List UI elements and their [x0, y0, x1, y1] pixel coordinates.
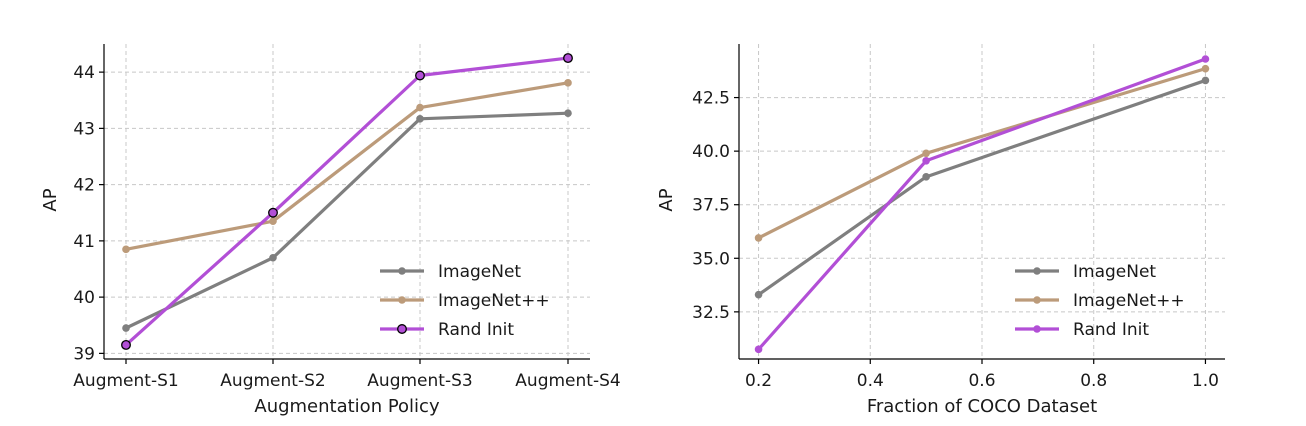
- left-x-tick-label: Augment-S4: [515, 371, 620, 391]
- left-data-point: [268, 207, 278, 218]
- right-x-tick-label: 1.0: [1192, 371, 1219, 391]
- left-y-tick-label: 41: [73, 232, 95, 252]
- left-grid: [104, 44, 590, 359]
- left-data-point: [269, 217, 277, 225]
- left-data-point: [563, 53, 573, 64]
- right-y-tick-label: 37.5: [692, 196, 730, 216]
- left-x-axis-label: Augmentation Policy: [254, 396, 440, 417]
- right-y-tick-label: 40.0: [692, 142, 730, 162]
- left-y-tick-label: 39: [73, 344, 95, 364]
- left-legend-label: ImageNet: [438, 262, 521, 282]
- right-x-axis-label: Fraction of COCO Dataset: [867, 396, 1097, 417]
- right-data-point: [922, 156, 930, 165]
- left-data-point: [122, 245, 130, 254]
- right-data-point: [754, 345, 763, 354]
- left-data-point: [416, 103, 424, 112]
- right-data-point: [922, 173, 930, 181]
- right-y-tick-label: 32.5: [692, 303, 730, 323]
- left-y-axis-label: AP: [40, 188, 61, 211]
- right-x-tick-label: 0.2: [745, 371, 772, 391]
- left-series-lines: [121, 53, 573, 350]
- left-y-tick-label: 43: [73, 119, 95, 139]
- right-legend-marker: [1033, 296, 1041, 304]
- right-chart: 32.5 35.0 37.5 40.0 42.5 0.2 0.4 0.6 0.8 1.0 Frac…: [656, 44, 1225, 417]
- left-legend-marker: [398, 267, 406, 275]
- left-legend-label: ImageNet++: [438, 291, 550, 311]
- right-x-tick-label: 0.8: [1080, 371, 1107, 391]
- right-legend-marker: [1033, 267, 1041, 275]
- right-legend-marker: [1033, 325, 1041, 333]
- left-data-point: [415, 70, 425, 81]
- right-x-tick-label: 0.4: [857, 371, 884, 391]
- left-legend-marker: [397, 324, 407, 334]
- left-y-tick-label: 42: [73, 176, 95, 196]
- left-legend: ImageNet ImageNet++ Rand Init: [380, 262, 550, 340]
- left-data-point: [564, 79, 572, 87]
- left-x-tick-label: Augment-S2: [220, 371, 325, 391]
- left-data-point: [269, 253, 277, 262]
- right-series-lines: [754, 55, 1210, 354]
- right-data-point: [754, 290, 763, 299]
- left-x-tick-label: Augment-S3: [367, 371, 472, 391]
- left-series-line-rand-init: [124, 56, 569, 347]
- right-data-point: [1201, 76, 1210, 85]
- left-data-point: [564, 109, 572, 117]
- right-legend-label: Rand Init: [1073, 320, 1149, 340]
- left-y-tick-label: 44: [73, 63, 95, 83]
- right-grid: [739, 44, 1225, 359]
- left-chart: 39 40 41 42 43 44 Augment-S1 Augment-S2 Augment-…: [40, 44, 621, 417]
- left-data-point: [416, 115, 424, 123]
- right-legend: ImageNet ImageNet++ Rand Init: [1015, 262, 1185, 340]
- left-data-point: [121, 339, 131, 350]
- right-data-point: [922, 149, 930, 158]
- left-x-tick-label: Augment-S1: [73, 371, 178, 391]
- left-series-line-imagenet: [125, 111, 569, 330]
- right-axes: 32.5 35.0 37.5 40.0 42.5 0.2 0.4 0.6 0.8 1.0: [692, 44, 1225, 391]
- right-data-point: [1201, 64, 1210, 73]
- left-axes: 39 40 41 42 43 44 Augment-S1 Augment-S2 Augment-…: [73, 44, 621, 391]
- left-y-tick-label: 40: [73, 288, 95, 308]
- right-x-tick-label: 0.6: [968, 371, 995, 391]
- left-data-point: [122, 324, 130, 332]
- left-legend-marker: [398, 296, 406, 304]
- right-y-tick-label: 35.0: [692, 249, 730, 269]
- right-y-tick-label: 42.5: [692, 89, 730, 109]
- left-series-line-imagenetplusplus: [125, 81, 569, 251]
- right-legend-label: ImageNet++: [1073, 291, 1185, 311]
- left-legend-label: Rand Init: [438, 320, 514, 340]
- right-y-axis-label: AP: [656, 188, 677, 211]
- right-data-point: [754, 234, 763, 242]
- right-legend-label: ImageNet: [1073, 262, 1156, 282]
- right-data-point: [1201, 55, 1210, 63]
